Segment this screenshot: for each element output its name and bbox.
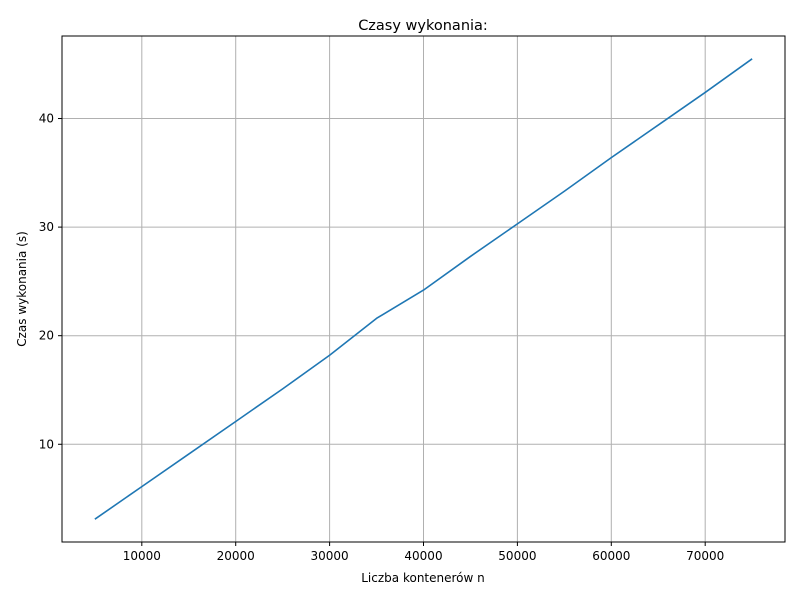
x-tick-label: 10000 <box>123 549 161 563</box>
y-tick-label: 40 <box>39 112 54 126</box>
x-tick-label: 20000 <box>217 549 255 563</box>
series-line <box>94 58 753 520</box>
x-tick-label: 50000 <box>498 549 536 563</box>
x-axis-label: Liczba kontenerów n <box>361 571 485 585</box>
chart-title: Czasy wykonania: <box>358 18 488 34</box>
x-tick-label: 60000 <box>592 549 630 563</box>
y-tick-label: 30 <box>39 220 54 234</box>
series-layer <box>94 58 753 520</box>
x-tick-label: 40000 <box>404 549 442 563</box>
y-tick-label: 20 <box>39 329 54 343</box>
y-tick-label: 10 <box>39 437 54 451</box>
y-axis-label: Czas wykonania (s) <box>15 231 29 347</box>
y-axis-ticks: 10 20 30 40 <box>39 112 62 451</box>
x-tick-label: 30000 <box>311 549 349 563</box>
x-tick-label: 70000 <box>686 549 724 563</box>
grid-lines <box>62 36 785 542</box>
x-axis-ticks: 10000 20000 30000 40000 50000 60000 70000 <box>123 542 724 563</box>
